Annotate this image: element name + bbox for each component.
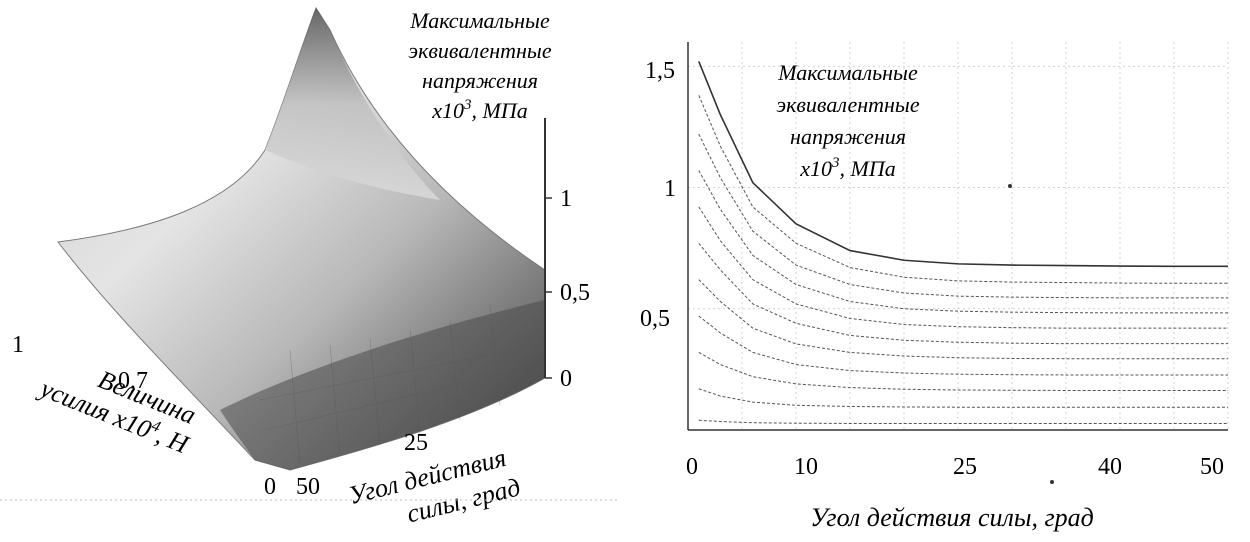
surface-title: Максимальные эквивалентные напряжения x1… <box>408 8 551 123</box>
surface-chart: Максимальные эквивалентные напряжения x1… <box>0 6 620 529</box>
series-line-4 <box>698 206 1228 329</box>
series-line-1 <box>698 95 1228 284</box>
series-line-5 <box>698 242 1228 345</box>
line-title-exponent: 3 <box>831 155 840 171</box>
grid <box>688 42 1229 430</box>
line-title-multiplier: x10 <box>799 156 832 181</box>
surface-title-line-4: x103, МПа <box>431 97 527 123</box>
angle-tick-25: 25 <box>404 430 428 456</box>
x-tick-label-40: 40 <box>1098 454 1122 480</box>
x-tick-label-25: 25 <box>953 454 977 480</box>
surface-title-line-2: эквивалентные <box>408 38 551 63</box>
surface-title-line-3: напряжения <box>422 68 538 93</box>
surface-title-exponent: 3 <box>463 97 472 113</box>
surface-title-unit: , МПа <box>472 98 528 123</box>
z-tick-1: 1 <box>560 186 572 212</box>
force-tick-1: 1 <box>12 332 24 358</box>
scan-mark-1 <box>1008 184 1012 188</box>
line-title-line-3: напряжения <box>790 124 906 149</box>
x-axis-label: Угол действия силы, град <box>810 503 1094 532</box>
series-line-0 <box>698 61 1228 268</box>
surface-title-line-1: Максимальные <box>409 8 550 33</box>
force-tick-07: 0,7 <box>118 368 148 394</box>
series-line-3 <box>698 170 1228 314</box>
z-tick-05: 0,5 <box>560 280 590 306</box>
series-line-7 <box>698 315 1228 376</box>
z-tick-0: 0 <box>560 366 572 392</box>
line-title: Максимальные эквивалентные напряжения x1… <box>776 60 919 181</box>
surface-mesh <box>259 304 541 466</box>
y-tick-label-15: 1,5 <box>645 58 675 84</box>
series-line-6 <box>698 279 1228 360</box>
series-line-8 <box>698 351 1228 391</box>
force-tick-0: 0 <box>264 474 276 500</box>
y-tick-label-05: 0,5 <box>640 306 670 332</box>
series-line-9 <box>698 388 1228 408</box>
series-line-2 <box>698 133 1228 299</box>
line-chart: Максимальные эквивалентные напряжения x1… <box>640 42 1229 532</box>
x-tick-label-10: 10 <box>794 454 818 480</box>
x-tick-label-0: 0 <box>686 454 698 480</box>
line-title-line-2: эквивалентные <box>776 92 919 117</box>
x-tick-label-50: 50 <box>1200 454 1224 480</box>
line-title-line-1: Максимальные <box>777 60 918 85</box>
surface-title-multiplier: x10 <box>431 98 464 123</box>
series-group <box>698 61 1228 424</box>
line-title-unit: , МПа <box>840 156 896 181</box>
angle-axis-label: Угол действия силы, град <box>346 443 524 529</box>
y-tick-label-1: 1 <box>664 176 676 202</box>
line-title-line-4: x103, МПа <box>799 155 895 181</box>
angle-tick-50: 50 <box>296 474 320 500</box>
surface-low-region <box>220 300 545 470</box>
series-line-10 <box>698 419 1228 424</box>
scan-mark-2 <box>1050 480 1054 484</box>
surface-peak <box>265 8 440 200</box>
